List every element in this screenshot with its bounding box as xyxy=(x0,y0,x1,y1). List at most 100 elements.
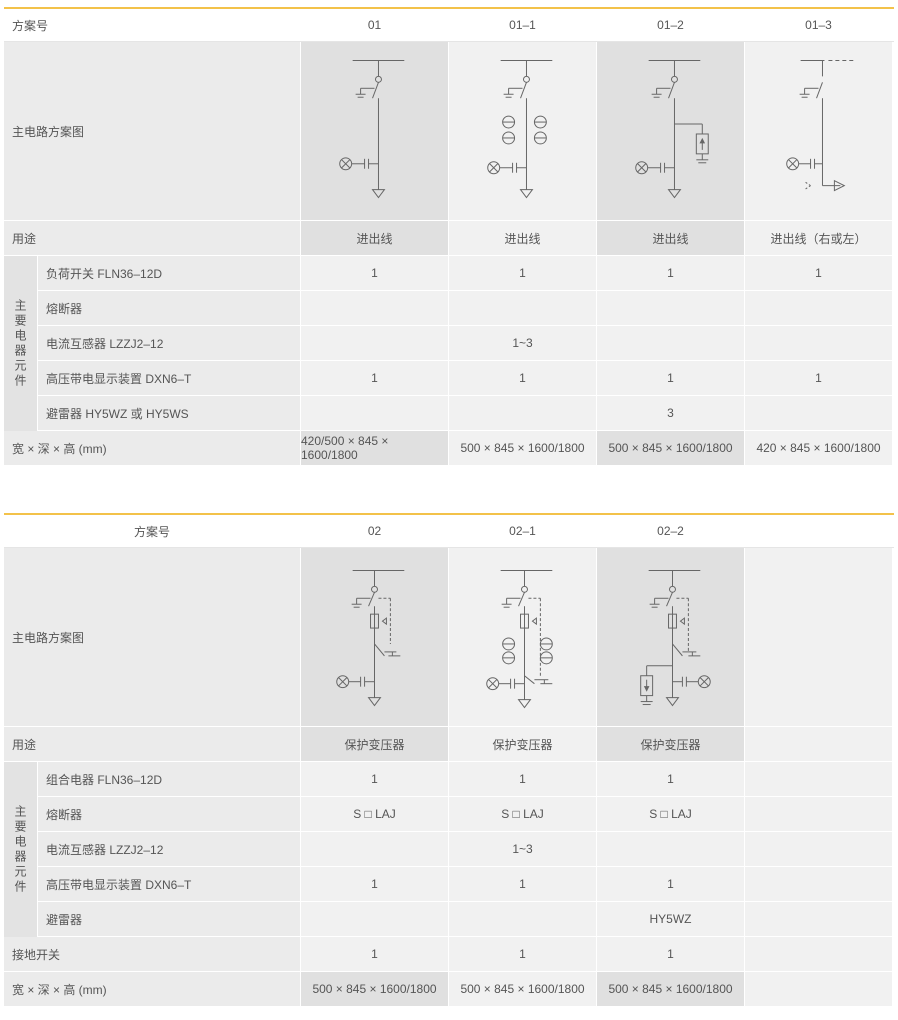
usage-value: 保护变压器 xyxy=(597,727,745,761)
dims-row: 宽 × 深 × 高 (mm) 500 × 845 × 1600/1800 500… xyxy=(4,972,894,1007)
component-value xyxy=(301,291,449,325)
usage-value: 进出线 xyxy=(301,221,449,255)
components-group: 主要电器元件 负荷开关 FLN36–12D 1 1 1 1 熔断器 电流互感器 … xyxy=(4,256,894,431)
component-value xyxy=(301,832,449,866)
circuit-diagram-01-3 xyxy=(745,42,893,220)
component-row: 电流互感器 LZZJ2–12 1~3 xyxy=(38,326,894,361)
earth-switch-value: 1 xyxy=(301,937,449,971)
component-value: 3 xyxy=(597,396,745,430)
component-value: 1 xyxy=(449,256,597,290)
header-col: 01–3 xyxy=(745,9,893,41)
dims-value xyxy=(745,972,893,1006)
header-label: 方案号 xyxy=(4,515,301,547)
component-value: 1 xyxy=(449,361,597,395)
component-value: HY5WZ xyxy=(597,902,745,936)
diagram-row: 主电路方案图 xyxy=(4,42,894,221)
usage-value xyxy=(745,727,893,761)
component-label: 高压带电显示装置 DXN6–T xyxy=(38,867,301,901)
component-row: 高压带电显示装置 DXN6–T 1 1 1 1 xyxy=(38,361,894,396)
header-col: 02–1 xyxy=(449,515,597,547)
circuit-diagram-empty xyxy=(745,548,893,726)
header-row: 方案号 02 02–1 02–2 xyxy=(4,515,894,548)
usage-value: 进出线 xyxy=(597,221,745,255)
component-label: 组合电器 FLN36–12D xyxy=(38,762,301,796)
component-row: 高压带电显示装置 DXN6–T 1 1 1 xyxy=(38,867,894,902)
earth-switch-label: 接地开关 xyxy=(4,937,301,971)
diagram-label: 主电路方案图 xyxy=(4,548,301,726)
usage-row: 用途 进出线 进出线 进出线 进出线（右或左） xyxy=(4,221,894,256)
component-value: S □ LAJ xyxy=(597,797,745,831)
diagram-row: 主电路方案图 xyxy=(4,548,894,727)
circuit-diagram-01-2 xyxy=(597,42,745,220)
diagram-label: 主电路方案图 xyxy=(4,42,301,220)
usage-label: 用途 xyxy=(4,221,301,255)
dims-label: 宽 × 深 × 高 (mm) xyxy=(4,431,301,465)
header-col: 01–2 xyxy=(597,9,745,41)
circuit-diagram-02-2 xyxy=(597,548,745,726)
component-value: 1 xyxy=(301,256,449,290)
earth-switch-value: 1 xyxy=(597,937,745,971)
dims-value: 500 × 845 × 1600/1800 xyxy=(301,972,449,1006)
circuit-diagram-02 xyxy=(301,548,449,726)
earth-switch-value: 1 xyxy=(449,937,597,971)
dims-value: 420/500 × 845 × 1600/1800 xyxy=(301,431,449,465)
dims-value: 500 × 845 × 1600/1800 xyxy=(597,972,745,1006)
header-col: 01–1 xyxy=(449,9,597,41)
components-group-text: 主要电器元件 xyxy=(13,298,27,389)
component-label: 负荷开关 FLN36–12D xyxy=(38,256,301,290)
component-value xyxy=(301,396,449,430)
component-label: 电流互感器 LZZJ2–12 xyxy=(38,326,301,360)
component-value xyxy=(745,867,893,901)
component-value: 1 xyxy=(597,762,745,796)
usage-row: 用途 保护变压器 保护变压器 保护变压器 xyxy=(4,727,894,762)
components-group: 主要电器元件 组合电器 FLN36–12D 1 1 1 熔断器 S □ LAJ … xyxy=(4,762,894,937)
dims-label: 宽 × 深 × 高 (mm) xyxy=(4,972,301,1006)
component-value xyxy=(745,326,893,360)
components-group-text: 主要电器元件 xyxy=(13,804,27,895)
component-label: 熔断器 xyxy=(38,291,301,325)
components-group-label: 主要电器元件 xyxy=(4,762,38,937)
dims-row: 宽 × 深 × 高 (mm) 420/500 × 845 × 1600/1800… xyxy=(4,431,894,466)
component-value: 1 xyxy=(449,867,597,901)
component-value xyxy=(745,902,893,936)
usage-value: 保护变压器 xyxy=(301,727,449,761)
accent-line xyxy=(4,513,894,515)
component-value xyxy=(597,291,745,325)
circuit-diagram-01 xyxy=(301,42,449,220)
component-row: 避雷器 HY5WZ 或 HY5WS 3 xyxy=(38,396,894,431)
circuit-diagram-01-1 xyxy=(449,42,597,220)
component-label: 电流互感器 LZZJ2–12 xyxy=(38,832,301,866)
component-row: 熔断器 xyxy=(38,291,894,326)
header-row: 方案号 01 01–1 01–2 01–3 xyxy=(4,9,894,42)
component-value: 1 xyxy=(745,361,893,395)
component-value: 1~3 xyxy=(449,832,597,866)
usage-label: 用途 xyxy=(4,727,301,761)
component-value: 1 xyxy=(597,867,745,901)
header-col: 02 xyxy=(301,515,449,547)
component-value: S □ LAJ xyxy=(301,797,449,831)
component-row: 负荷开关 FLN36–12D 1 1 1 1 xyxy=(38,256,894,291)
dims-value: 500 × 845 × 1600/1800 xyxy=(449,431,597,465)
component-label: 避雷器 HY5WZ 或 HY5WS xyxy=(38,396,301,430)
accent-line xyxy=(4,7,894,9)
component-value xyxy=(745,762,893,796)
header-label: 方案号 xyxy=(4,9,301,41)
header-col xyxy=(745,515,893,547)
component-value xyxy=(745,291,893,325)
scheme-table-02: 方案号 02 02–1 02–2 主电路方案图 xyxy=(4,513,894,1007)
component-value xyxy=(745,832,893,866)
component-row: 熔断器 S □ LAJ S □ LAJ S □ LAJ xyxy=(38,797,894,832)
component-value xyxy=(597,326,745,360)
component-label: 高压带电显示装置 DXN6–T xyxy=(38,361,301,395)
component-value: 1 xyxy=(301,762,449,796)
component-value: 1 xyxy=(449,762,597,796)
usage-value: 保护变压器 xyxy=(449,727,597,761)
header-col: 02–2 xyxy=(597,515,745,547)
component-value xyxy=(449,396,597,430)
component-value xyxy=(301,326,449,360)
components-group-label: 主要电器元件 xyxy=(4,256,38,431)
component-label: 熔断器 xyxy=(38,797,301,831)
component-value: 1~3 xyxy=(449,326,597,360)
header-col: 01 xyxy=(301,9,449,41)
component-label: 避雷器 xyxy=(38,902,301,936)
